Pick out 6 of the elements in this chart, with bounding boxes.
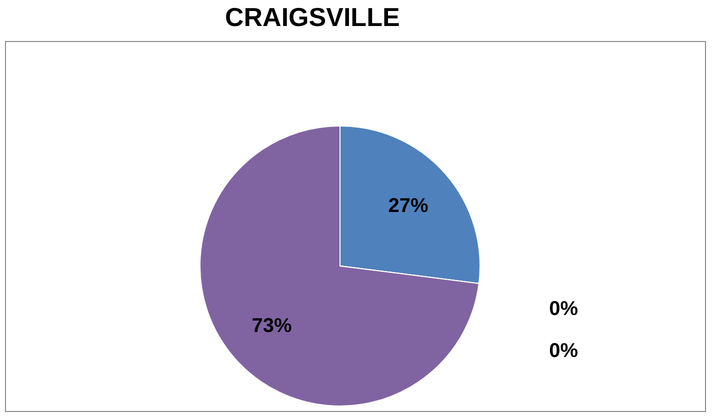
pie-slice	[200, 126, 480, 406]
chart-title: CRAIGSVILLE	[225, 2, 400, 32]
data-label: 73%	[252, 315, 292, 338]
text: 0%	[549, 340, 578, 362]
data-label: 27%	[388, 194, 428, 217]
text: 0%	[549, 298, 578, 320]
